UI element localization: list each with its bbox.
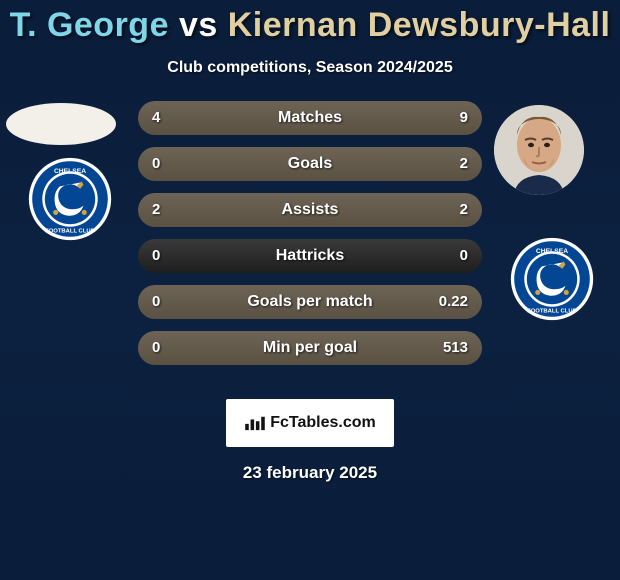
footer-date: 23 february 2025 bbox=[0, 463, 620, 483]
player2-face-icon bbox=[494, 105, 584, 195]
stat-row: Assists2 2 bbox=[138, 193, 482, 227]
stat-value-right: 0.22 bbox=[439, 285, 468, 319]
stat-value-left: 0 bbox=[152, 331, 160, 365]
player1-name: T. George bbox=[10, 6, 169, 44]
stat-row: Hattricks0 0 bbox=[138, 239, 482, 273]
stat-value-right: 9 bbox=[460, 101, 468, 135]
bars-icon bbox=[244, 415, 266, 431]
stat-row: Goals per match0 0.22 bbox=[138, 285, 482, 319]
stat-row: Min per goal0 513 bbox=[138, 331, 482, 365]
player1-photo bbox=[6, 103, 116, 145]
stat-label: Min per goal bbox=[138, 331, 482, 365]
brand-text: FcTables.com bbox=[270, 414, 376, 432]
stat-value-right: 2 bbox=[460, 147, 468, 181]
stat-label: Goals bbox=[138, 147, 482, 181]
stats-area: CHELSEA FOOTBALL CLUB CHELSEA FOOTBALL C… bbox=[0, 107, 620, 387]
chelsea-crest-icon: CHELSEA FOOTBALL CLUB bbox=[28, 157, 112, 241]
stat-label: Assists bbox=[138, 193, 482, 227]
stat-bars: Matches49Goals02Assists22Hattricks00Goal… bbox=[138, 101, 482, 377]
svg-text:FOOTBALL CLUB: FOOTBALL CLUB bbox=[45, 229, 95, 235]
stat-value-right: 513 bbox=[443, 331, 468, 365]
svg-text:CHELSEA: CHELSEA bbox=[54, 168, 86, 175]
chelsea-crest-icon: CHELSEA FOOTBALL CLUB bbox=[510, 237, 594, 321]
player2-name: Kiernan Dewsbury-Hall bbox=[228, 6, 611, 44]
comparison-title: T. George vs Kiernan Dewsbury-Hall bbox=[0, 0, 620, 45]
brand-badge: FcTables.com bbox=[226, 399, 394, 447]
stat-value-left: 2 bbox=[152, 193, 160, 227]
stat-value-left: 0 bbox=[152, 239, 160, 273]
stat-value-left: 4 bbox=[152, 101, 160, 135]
stat-row: Matches4 9 bbox=[138, 101, 482, 135]
vs-text: vs bbox=[169, 6, 228, 44]
svg-text:CHELSEA: CHELSEA bbox=[536, 248, 568, 255]
stat-label: Matches bbox=[138, 101, 482, 135]
stat-value-left: 0 bbox=[152, 285, 160, 319]
stat-value-right: 2 bbox=[460, 193, 468, 227]
stat-label: Goals per match bbox=[138, 285, 482, 319]
stat-label: Hattricks bbox=[138, 239, 482, 273]
player2-photo bbox=[494, 105, 584, 195]
stat-value-right: 0 bbox=[460, 239, 468, 273]
svg-text:FOOTBALL CLUB: FOOTBALL CLUB bbox=[527, 309, 577, 315]
stat-value-left: 0 bbox=[152, 147, 160, 181]
stat-row: Goals0 2 bbox=[138, 147, 482, 181]
player1-club-badge: CHELSEA FOOTBALL CLUB bbox=[28, 157, 112, 241]
player2-club-badge: CHELSEA FOOTBALL CLUB bbox=[510, 237, 594, 321]
subtitle: Club competitions, Season 2024/2025 bbox=[0, 59, 620, 77]
